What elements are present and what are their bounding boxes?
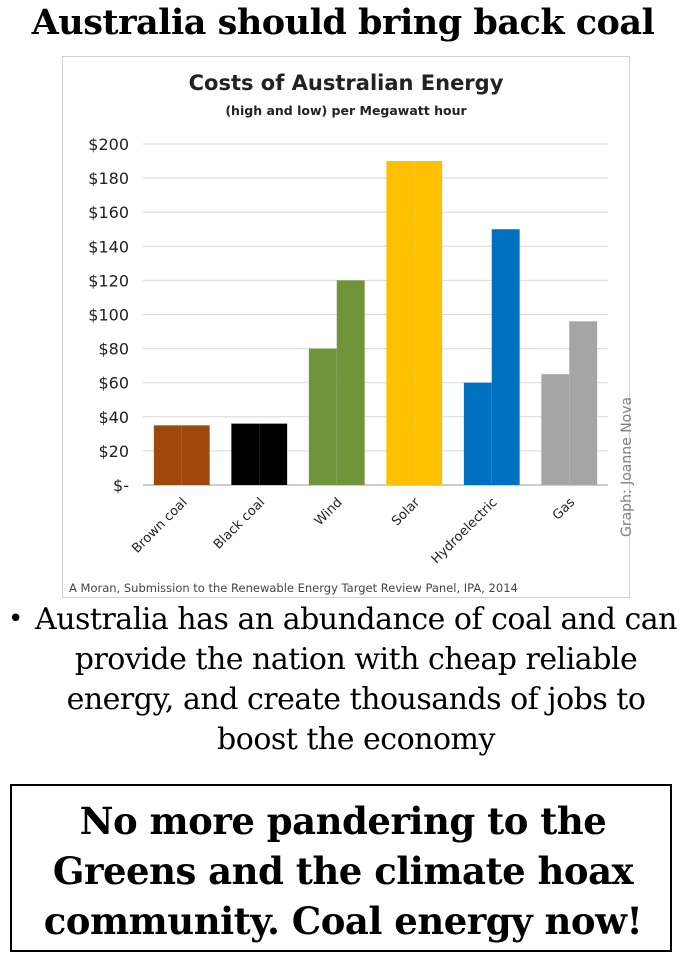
bar-low-5 [541, 374, 570, 485]
y-tick-label: $120 [88, 271, 129, 290]
bar-high-5 [569, 321, 598, 485]
bar-chart: $- $20 $40 $60 $80 $100 $120 $140 $160 $180 $200 Br… [88, 135, 608, 567]
y-tick-label: $140 [88, 237, 129, 256]
bullet-icon: • [8, 604, 24, 634]
graph-watermark: Graph: Joanne Nova [619, 396, 635, 537]
bar-high-0 [181, 425, 210, 485]
bar-low-4 [463, 382, 492, 485]
chart-frame: Costs of Australian Energy (high and low… [62, 56, 635, 598]
y-tick-label: $200 [88, 135, 129, 154]
x-tick-label: Solar [389, 495, 423, 529]
bar-high-3 [414, 161, 443, 486]
bar-low-1 [231, 423, 260, 485]
bullet-text: Australia has an abundance of coal and c… [35, 602, 677, 757]
bar-high-1 [259, 423, 288, 485]
chart-source: A Moran, Submission to the Renewable Ene… [69, 581, 518, 595]
x-tick-label: Brown coal [129, 495, 190, 556]
x-tick-label: Gas [550, 495, 578, 523]
x-tick-label: Black coal [211, 495, 268, 552]
y-tick-label: $100 [88, 306, 129, 325]
bar-low-2 [308, 348, 337, 485]
y-tick-label: $160 [88, 203, 129, 222]
x-tick-label: Hydroelectric [429, 495, 501, 567]
y-tick-label: $60 [98, 374, 129, 393]
chart-title: Costs of Australian Energy [188, 71, 504, 95]
bar-low-3 [386, 161, 415, 486]
bar-low-0 [153, 425, 182, 485]
callout-box: No more pandering to the Greens and the … [10, 784, 672, 952]
y-tick-label: $20 [98, 442, 129, 461]
y-tick-label: $180 [88, 169, 129, 188]
headline: Australia should bring back coal [31, 2, 655, 43]
chart-subtitle: (high and low) per Megawatt hour [225, 103, 467, 118]
x-tick-label: Wind [312, 495, 346, 529]
callout-text: No more pandering to the Greens and the … [43, 799, 643, 943]
y-tick-label: $- [113, 476, 129, 495]
y-tick-label: $40 [98, 408, 129, 427]
y-tick-label: $80 [98, 340, 129, 359]
bar-high-4 [491, 229, 520, 485]
bar-high-2 [336, 280, 365, 485]
